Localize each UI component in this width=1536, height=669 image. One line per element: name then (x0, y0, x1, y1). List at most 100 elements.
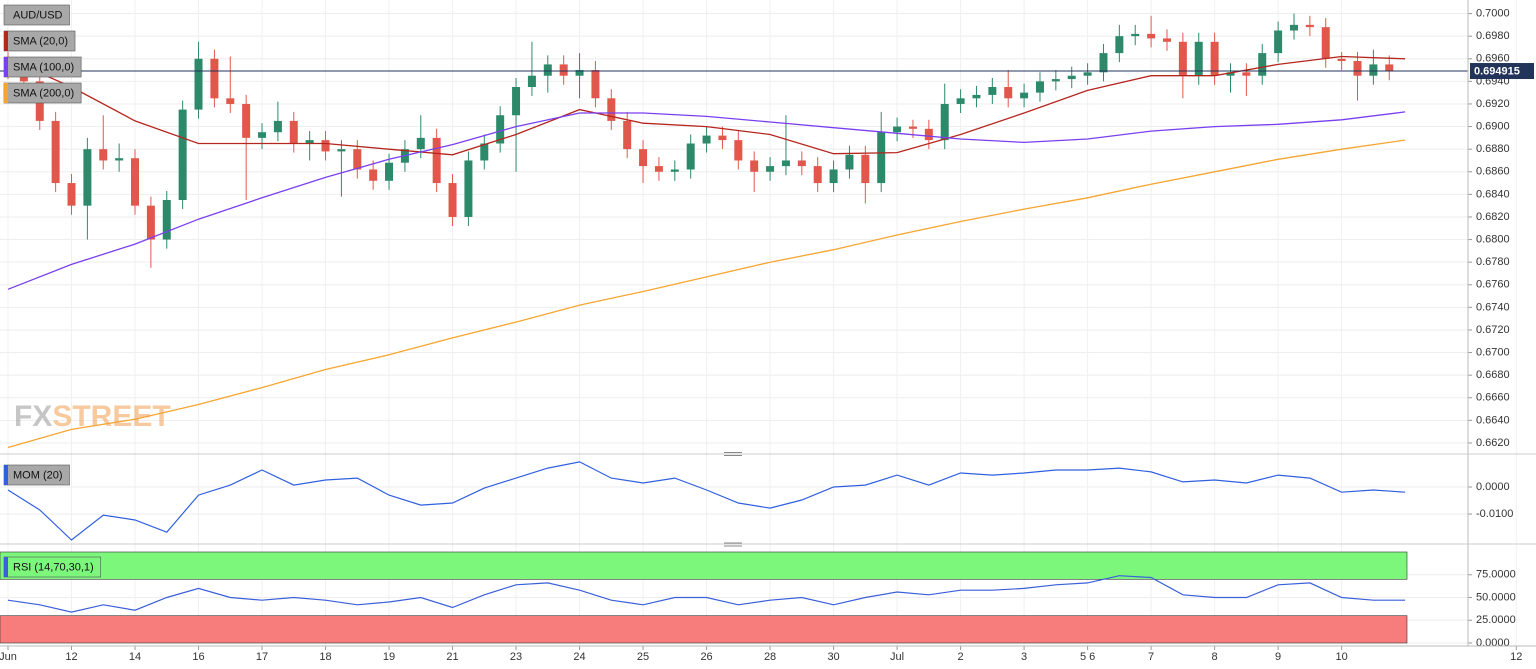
x-tick-label: 9 (1275, 651, 1281, 663)
last-price-label: 0.694915 (1474, 65, 1520, 77)
candle-body (1353, 61, 1362, 76)
y-tick-label: 0.6700 (1476, 346, 1510, 358)
legend-swatch (4, 465, 8, 485)
indicator-line (7, 461, 1406, 541)
x-tick-label: 5 6 (1080, 651, 1095, 663)
candle-body (448, 183, 457, 217)
candle-body (1099, 53, 1108, 73)
y-tick-label: 0.7000 (1476, 7, 1510, 19)
candle-body (83, 149, 92, 206)
candle-body (543, 64, 552, 76)
candle-body (305, 140, 314, 144)
y-tick-label: 0.6620 (1476, 437, 1510, 449)
x-tick-label: 18 (319, 651, 331, 663)
resize-handle[interactable] (724, 542, 742, 547)
indicator-line (7, 575, 1406, 613)
candle-body (845, 154, 854, 170)
candle-body (1035, 81, 1044, 93)
sma-line (7, 55, 1406, 156)
candle-body (242, 103, 251, 138)
labels: 0.6620 0.6640 0.6660 0.6680 0.6700 0.6720 0.67… (0, 4, 1534, 663)
legend-swatch (4, 57, 8, 77)
candle-body (1004, 87, 1013, 99)
x-tick-label: 23 (510, 651, 522, 663)
candle-body (1274, 30, 1283, 54)
candle-body (496, 115, 505, 144)
y-tick-label: 0.6780 (1476, 256, 1510, 268)
candle-body (813, 166, 822, 184)
x-tick-label: 24 (573, 651, 585, 663)
sma-line (7, 139, 1406, 449)
oversold-band (0, 615, 1408, 644)
candle-body (1226, 72, 1235, 76)
resize-handle[interactable] (724, 452, 742, 456)
candle-body (956, 98, 965, 104)
x-tick-label: 30 (827, 651, 839, 663)
candle-body (289, 120, 298, 144)
x-tick-label: 14 (129, 651, 141, 663)
candle-body (1210, 41, 1219, 76)
candle-body (115, 158, 124, 161)
candle-body (1369, 64, 1378, 76)
candle-body (416, 137, 425, 150)
candle-body (734, 140, 743, 161)
y-tick-label: 0.6900 (1476, 120, 1510, 132)
x-tick-label: 16 (192, 651, 204, 663)
candle-body (1305, 24, 1314, 28)
watermark-text: FX (14, 400, 52, 433)
y-tick-label: 0.0000 (1476, 637, 1510, 649)
x-tick-label: Jul (890, 651, 904, 663)
candle-body (781, 160, 790, 167)
candle-body (988, 87, 997, 95)
y-tick-label: 25.0000 (1476, 614, 1516, 626)
legend-box (3, 4, 70, 26)
y-tick-label: -0.0100 (1476, 508, 1513, 520)
x-tick-label: 19 (383, 651, 395, 663)
y-tick-label: 0.6840 (1476, 188, 1510, 200)
candle-body (1178, 41, 1187, 76)
candle-body (178, 109, 187, 201)
candle-body (353, 149, 362, 170)
candle-body (575, 70, 584, 76)
watermark-text: STREET (52, 400, 170, 433)
y-tick-label: 0.6860 (1476, 166, 1510, 178)
x-tick-label: 12 (65, 651, 77, 663)
candle-body (893, 126, 902, 133)
legend-swatch (4, 83, 8, 103)
y-tick-label: 0.6740 (1476, 301, 1510, 313)
y-tick-label: 75.0000 (1476, 569, 1516, 581)
y-tick-label: 0.6980 (1476, 30, 1510, 42)
candle-body (194, 58, 203, 110)
candle-body (908, 126, 917, 129)
candle-body (210, 58, 219, 99)
legend-text: MOM (20) (13, 469, 63, 481)
candle-body (877, 132, 886, 184)
candle-body (940, 103, 949, 141)
candle-body (1337, 58, 1346, 62)
candle-body (226, 98, 235, 104)
candle-body (686, 143, 695, 170)
legend-text: SMA (20,0) (13, 35, 68, 47)
y-tick-label: 0.6760 (1476, 279, 1510, 291)
candle-body (369, 169, 378, 181)
candle-body (861, 154, 870, 184)
candle-body (1147, 33, 1156, 39)
y-tick-label: 0.6920 (1476, 98, 1510, 110)
x-tick-label: 25 (637, 651, 649, 663)
y-tick-label: 0.6800 (1476, 233, 1510, 245)
x-tick-label: 3 (1021, 651, 1027, 663)
candle-body (591, 70, 600, 99)
x-tick-label: 17 (256, 651, 268, 663)
legend-text: SMA (200,0) (13, 87, 74, 99)
candle-body (1242, 72, 1251, 76)
candle-body (67, 183, 76, 206)
y-tick-label: 0.6660 (1476, 392, 1510, 404)
candle-body (607, 98, 616, 121)
candle-body (273, 120, 282, 133)
x-tick-label: Jun (0, 651, 17, 663)
y-tick-label: 0.6880 (1476, 143, 1510, 155)
candle-body (385, 162, 394, 181)
legend-text: SMA (100,0) (13, 61, 74, 73)
candle-body (512, 87, 521, 116)
